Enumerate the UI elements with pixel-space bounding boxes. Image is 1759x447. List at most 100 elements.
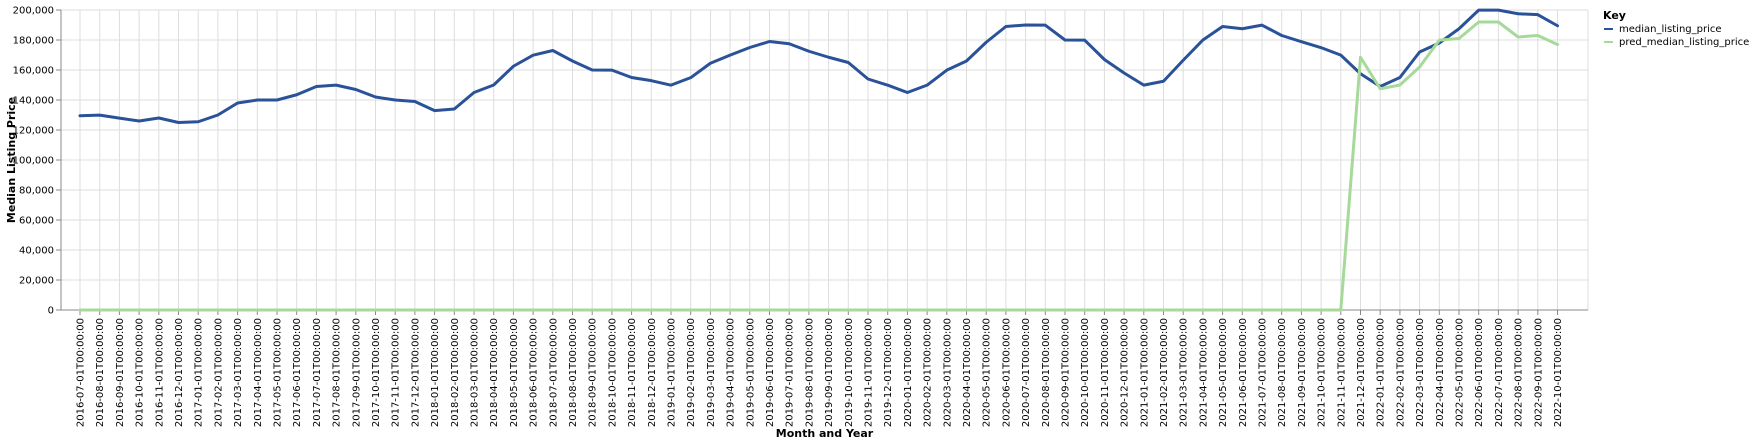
x-tick-label: 2016-07-01T00:00:00	[76, 318, 87, 427]
x-tick-label: 2020-07-01T00:00:00	[1021, 318, 1032, 427]
x-tick-label: 2019-07-01T00:00:00	[785, 318, 796, 427]
x-tick-label: 2022-02-01T00:00:00	[1395, 318, 1406, 427]
x-tick-label: 2022-08-01T00:00:00	[1514, 318, 1525, 427]
x-tick-labels: 2016-07-01T00:00:00 2016-08-01T00:00:00 20…	[76, 318, 1565, 427]
x-tick-label: 2020-11-01T00:00:00	[1100, 318, 1111, 427]
x-tick-label: 2020-08-01T00:00:00	[1041, 318, 1052, 427]
y-tick-label: 80,000	[19, 186, 54, 197]
y-tick-labels: 0 20,000 40,000 60,000 80,000 100,000 120,000 1…	[13, 6, 54, 317]
x-tick-label: 2019-03-01T00:00:00	[706, 318, 717, 427]
x-tick-label: 2018-10-01T00:00:00	[607, 318, 618, 427]
x-tick-label: 2019-05-01T00:00:00	[745, 318, 756, 427]
x-tick-label: 2019-11-01T00:00:00	[864, 318, 875, 427]
x-tick-label: 2017-08-01T00:00:00	[332, 318, 343, 427]
x-tick-label: 2020-01-01T00:00:00	[903, 318, 914, 427]
y-tick-label: 20,000	[19, 276, 54, 287]
x-tick-label: 2017-11-01T00:00:00	[391, 318, 402, 427]
x-tick-label: 2016-08-01T00:00:00	[95, 318, 106, 427]
series-lines	[78, 8, 1559, 312]
x-tick-label: 2018-05-01T00:00:00	[509, 318, 520, 427]
y-tick-label: 200,000	[13, 6, 54, 17]
x-tick-label: 2021-06-01T00:00:00	[1238, 318, 1249, 427]
x-tick-label: 2021-02-01T00:00:00	[1159, 318, 1170, 427]
x-tick-label: 2022-09-01T00:00:00	[1533, 318, 1544, 427]
x-tick-label: 2020-12-01T00:00:00	[1120, 318, 1131, 427]
y-axis-title: Median Listing Price	[5, 97, 18, 223]
x-tick-label: 2021-04-01T00:00:00	[1198, 318, 1209, 427]
series-line-pred-median-listing-price	[78, 20, 1559, 312]
x-tick-label: 2017-02-01T00:00:00	[213, 318, 224, 427]
x-tick-label: 2020-03-01T00:00:00	[942, 318, 953, 427]
x-tick-label: 2022-05-01T00:00:00	[1455, 318, 1466, 427]
x-tick-label: 2019-01-01T00:00:00	[667, 318, 678, 427]
x-tick-label: 2021-12-01T00:00:00	[1356, 318, 1367, 427]
y-tick-label: 60,000	[19, 216, 54, 227]
legend: Key median_listing_price pred_median_list…	[1603, 9, 1749, 48]
y-tick-label: 140,000	[13, 96, 54, 107]
legend-label: median_listing_price	[1619, 24, 1722, 35]
series-line-median-listing-price	[78, 8, 1559, 124]
x-tick-label: 2018-04-01T00:00:00	[489, 318, 500, 427]
x-tick-label: 2018-09-01T00:00:00	[588, 318, 599, 427]
x-tick-label: 2019-02-01T00:00:00	[686, 318, 697, 427]
x-tick-label: 2020-02-01T00:00:00	[923, 318, 934, 427]
x-tick-label: 2016-10-01T00:00:00	[135, 318, 146, 427]
x-tick-label: 2020-04-01T00:00:00	[962, 318, 973, 427]
x-tick-label: 2017-12-01T00:00:00	[410, 318, 421, 427]
x-tick-label: 2017-09-01T00:00:00	[351, 318, 362, 427]
x-tick-label: 2016-09-01T00:00:00	[115, 318, 126, 427]
x-tick-label: 2018-12-01T00:00:00	[647, 318, 658, 427]
x-tick-label: 2017-07-01T00:00:00	[312, 318, 323, 427]
x-tick-label: 2018-11-01T00:00:00	[627, 318, 638, 427]
x-tick-label: 2017-10-01T00:00:00	[371, 318, 382, 427]
x-tick-label: 2020-09-01T00:00:00	[1061, 318, 1072, 427]
x-tick-label: 2022-10-01T00:00:00	[1553, 318, 1564, 427]
x-tick-label: 2020-10-01T00:00:00	[1080, 318, 1091, 427]
x-tick-label: 2019-08-01T00:00:00	[804, 318, 815, 427]
x-tick-label: 2021-05-01T00:00:00	[1218, 318, 1229, 427]
x-tick-label: 2017-04-01T00:00:00	[253, 318, 264, 427]
x-tick-label: 2018-08-01T00:00:00	[568, 318, 579, 427]
x-tick-label: 2017-05-01T00:00:00	[273, 318, 284, 427]
y-tick-label: 120,000	[13, 126, 54, 137]
y-tick-label: 0	[48, 306, 54, 317]
x-tick-label: 2019-10-01T00:00:00	[844, 318, 855, 427]
x-tick-label: 2016-11-01T00:00:00	[154, 318, 165, 427]
x-tick-label: 2019-12-01T00:00:00	[883, 318, 894, 427]
y-tick-label: 160,000	[13, 66, 54, 77]
x-tick-label: 2021-07-01T00:00:00	[1258, 318, 1269, 427]
x-tick-label: 2022-07-01T00:00:00	[1494, 318, 1505, 427]
x-tick-label: 2022-01-01T00:00:00	[1376, 318, 1387, 427]
x-tick-label: 2019-09-01T00:00:00	[824, 318, 835, 427]
x-tick-label: 2017-03-01T00:00:00	[233, 318, 244, 427]
x-tick-label: 2022-04-01T00:00:00	[1435, 318, 1446, 427]
x-tick-label: 2022-03-01T00:00:00	[1415, 318, 1426, 427]
gridlines	[61, 9, 1589, 311]
x-tick-label: 2021-01-01T00:00:00	[1139, 318, 1150, 427]
x-tick-label: 2021-03-01T00:00:00	[1179, 318, 1190, 427]
x-tick-label: 2017-06-01T00:00:00	[292, 318, 303, 427]
x-tick-label: 2021-09-01T00:00:00	[1297, 318, 1308, 427]
x-tick-label: 2021-10-01T00:00:00	[1317, 318, 1328, 427]
x-tick-label: 2017-01-01T00:00:00	[194, 318, 205, 427]
x-tick-label: 2018-02-01T00:00:00	[450, 318, 461, 427]
y-tick-label: 40,000	[19, 246, 54, 257]
x-tick-label: 2016-12-01T00:00:00	[174, 318, 185, 427]
x-tick-label: 2021-11-01T00:00:00	[1336, 318, 1347, 427]
x-tick-label: 2018-06-01T00:00:00	[529, 318, 540, 427]
x-tick-label: 2018-03-01T00:00:00	[470, 318, 481, 427]
x-tick-label: 2018-01-01T00:00:00	[430, 318, 441, 427]
x-tick-label: 2022-06-01T00:00:00	[1474, 318, 1485, 427]
x-axis-title: Month and Year	[776, 427, 874, 440]
legend-title: Key	[1603, 9, 1626, 22]
x-tick-label: 2019-04-01T00:00:00	[726, 318, 737, 427]
y-tick-label: 100,000	[13, 156, 54, 167]
x-tick-label: 2020-06-01T00:00:00	[1001, 318, 1012, 427]
x-tick-label: 2021-08-01T00:00:00	[1277, 318, 1288, 427]
y-tick-label: 180,000	[13, 36, 54, 47]
x-tick-label: 2019-06-01T00:00:00	[765, 318, 776, 427]
legend-label: pred_median_listing_price	[1619, 37, 1749, 48]
x-tick-label: 2018-07-01T00:00:00	[548, 318, 559, 427]
x-tick-label: 2020-05-01T00:00:00	[982, 318, 993, 427]
